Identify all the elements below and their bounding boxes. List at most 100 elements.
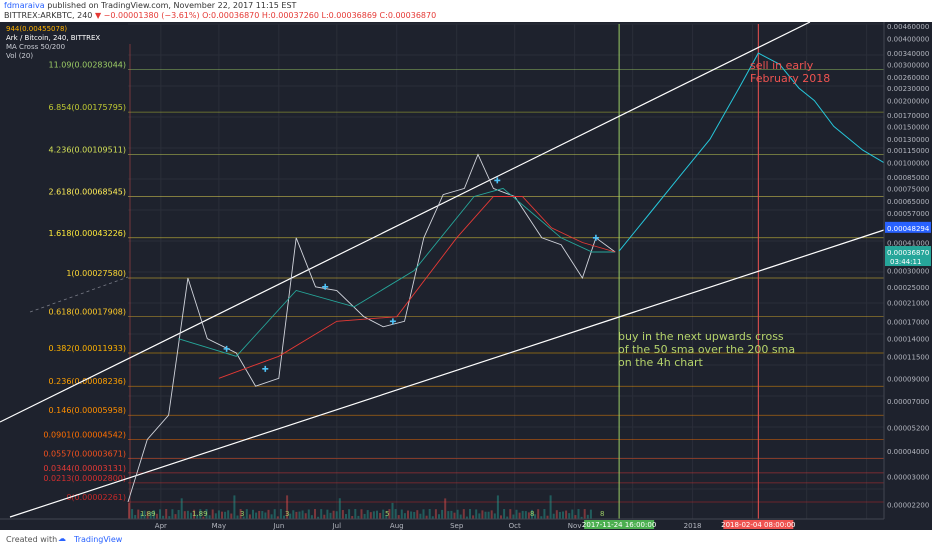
volume-bar: [357, 515, 360, 519]
volume-bar: [503, 509, 506, 519]
volume-bar: [155, 513, 158, 519]
volume-bars: 1.89 1.89 3 3 5 8 8: [128, 495, 604, 519]
chart-area[interactable]: 11.09(0.00283044) 6.854(0.00175795) 4.236(…: [0, 22, 932, 530]
fib-label: 1.618(0.00043226): [49, 229, 127, 238]
red-date-text: 2018-02-04 08:00:00: [721, 521, 795, 529]
volume-bar: [407, 510, 409, 519]
fib-label: 1(0.00027580): [66, 269, 126, 278]
volume-bar: [527, 512, 530, 519]
volume-bar: [326, 509, 329, 519]
volume-bar: [478, 513, 481, 519]
volume-bar: [146, 511, 149, 519]
volume-bar: [289, 513, 292, 519]
channel-lower-line[interactable]: [9, 229, 885, 518]
volume-bar: [233, 495, 236, 519]
volume-bar: [444, 498, 447, 519]
price-tick-label: 0.00009000: [887, 375, 929, 383]
volume-bar: [143, 510, 146, 519]
price-tick-label: 0.00004000: [887, 448, 929, 456]
volume-bar: [469, 509, 471, 519]
volume-bar: [307, 509, 310, 519]
price-tick-label: 0.00150000: [887, 123, 929, 131]
sell-annotation-line2: February 2018: [750, 72, 830, 85]
price-tick-label: 0.00075000: [887, 185, 929, 193]
projection-line: [618, 52, 885, 252]
volume-bar: [128, 503, 130, 519]
volume-bar: [211, 509, 214, 519]
legend-ma[interactable]: MA Cross 50/200: [6, 43, 66, 51]
chart-svg[interactable]: 11.09(0.00283044) 6.854(0.00175795) 4.236(…: [0, 22, 932, 530]
cross-marker: [592, 234, 599, 241]
time-tick-label: Nov: [568, 522, 582, 530]
volume-bar: [245, 509, 248, 519]
volume-bar: [487, 511, 490, 519]
volume-bar: [168, 516, 171, 519]
volume-bar: [428, 509, 431, 519]
legend-vol[interactable]: Vol (20): [6, 52, 34, 60]
volume-bar: [341, 510, 344, 519]
price-tick-label: 0.00260000: [887, 74, 929, 82]
volume-bar: [413, 511, 416, 519]
volume-bar: [323, 514, 326, 519]
price-tick-label: 0.00014000: [887, 336, 929, 344]
volume-bar: [264, 512, 267, 519]
volume-bar: [549, 495, 552, 519]
volume-bar: [292, 510, 295, 519]
volume-bar: [242, 516, 245, 519]
price-tick-label: 0.00065000: [887, 198, 929, 206]
cross-marker: [262, 365, 269, 372]
price-axis[interactable]: 0.00460000 0.00400000 0.00340000 0.00300000…: [883, 22, 932, 530]
tradingview-brand[interactable]: TradingView: [74, 535, 123, 544]
volume-bar: [385, 514, 388, 519]
volume-bar: [456, 509, 459, 519]
volume-bar: [190, 512, 192, 519]
price-tick-label: 0.00057000: [887, 210, 929, 218]
price-tick-label: 0.00115000: [887, 147, 929, 155]
fib-label: 0.618(0.00017908): [49, 308, 127, 317]
volume-bar: [512, 514, 515, 519]
volume-bar: [202, 516, 205, 519]
volume-bar: [583, 509, 586, 519]
created-with-text: Created with: [6, 535, 58, 544]
volume-bar: [397, 515, 400, 519]
time-axis[interactable]: Apr May Jun Jul Aug Sep Oct Nov 2018 2017-11-24 1…: [0, 518, 932, 530]
fib-label: 2.618(0.00068545): [49, 187, 127, 196]
volume-bar: [490, 510, 493, 519]
fib-label: 0.0901(0.00004542): [43, 431, 126, 440]
volume-bar: [580, 516, 583, 519]
volume-bar: [521, 510, 524, 519]
buy-annotation-line1: buy in the next upwards cross: [618, 330, 784, 343]
channel-upper-line[interactable]: [0, 22, 811, 423]
dashed-extension-line: [29, 276, 129, 313]
volume-bar: [571, 509, 574, 519]
volume-bar: [183, 511, 186, 519]
fib-label: 0.382(0.00011933): [49, 344, 127, 353]
tradingview-logo-icon[interactable]: ☁: [58, 534, 66, 543]
cross-marker: [494, 177, 501, 184]
volume-bar: [360, 509, 363, 519]
time-tick-label: 2018: [684, 522, 702, 530]
volume-bar: [534, 514, 537, 519]
volume-bar: [363, 513, 366, 519]
volume-bar: [589, 509, 592, 519]
volume-bar: [314, 509, 316, 519]
legend-title[interactable]: Ark / Bitcoin, 240, BITTREX: [6, 34, 101, 42]
price-tick-label: 0.00017000: [887, 318, 929, 326]
published-text: published on TradingView.com, November 2…: [47, 1, 297, 10]
price-tick-label: 0.00400000: [887, 36, 929, 44]
fib-label: 0.0344(0.00003131): [43, 464, 126, 473]
cross-marker: [223, 345, 230, 352]
volume-bar: [465, 516, 468, 519]
price-tick-label: 0.00025000: [887, 284, 929, 292]
author-link[interactable]: fdmaraiva: [4, 1, 45, 10]
trend-channel[interactable]: [0, 22, 885, 518]
price-tick-label: 0.00011500: [887, 353, 929, 361]
time-axis-bg: [0, 519, 932, 530]
volume-bar: [462, 509, 465, 519]
last-price-text: 0.00036870: [887, 249, 929, 257]
legend-top-label: 944(0.00455078): [6, 25, 68, 33]
volume-bar: [472, 515, 475, 519]
volume-bar: [450, 510, 453, 519]
volume-bar: [552, 513, 555, 519]
volume-bar: [304, 513, 307, 519]
